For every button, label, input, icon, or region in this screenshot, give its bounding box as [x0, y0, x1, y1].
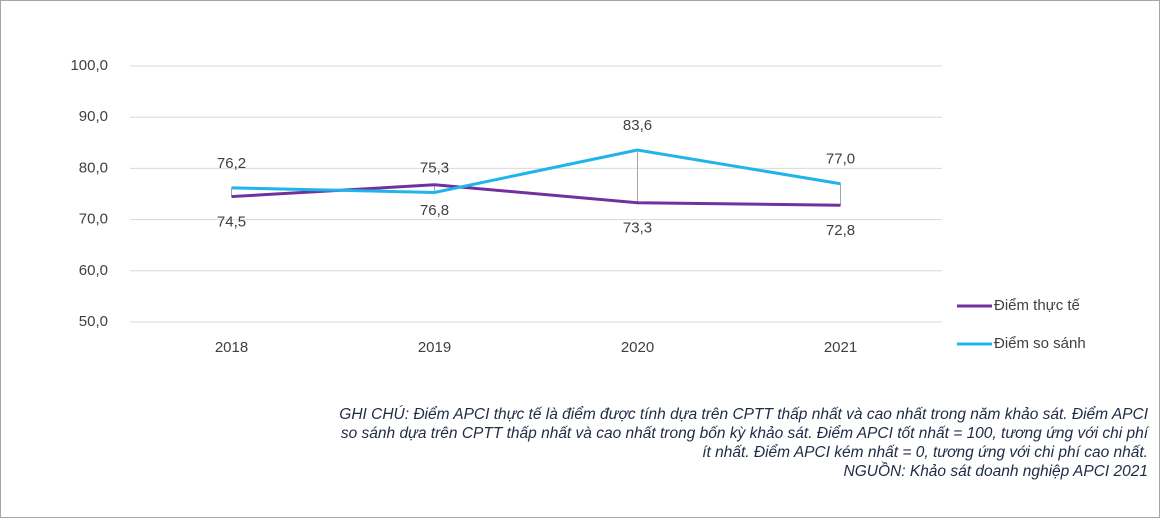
x-tick-label: 2019 [418, 339, 451, 356]
note-line: GHI CHÚ: Điểm APCI thực tế là điểm được … [339, 406, 1148, 423]
x-tick-label: 2020 [621, 339, 654, 356]
y-tick-label: 90,0 [79, 108, 108, 125]
y-tick-label: 50,0 [79, 313, 108, 330]
legend-label: Điểm so sánh [994, 335, 1086, 352]
note-line: ít nhất. Điểm APCI kém nhất = 0, tương ứ… [702, 444, 1148, 461]
source: NGUỒN: Khảo sát doanh nghiệp APCI 2021 [844, 462, 1148, 480]
value-label: 76,2 [217, 155, 246, 172]
x-tick-label: 2018 [215, 339, 248, 356]
value-label: 76,8 [420, 202, 449, 219]
value-label: 83,6 [623, 117, 652, 134]
y-tick-label: 100,0 [70, 57, 108, 74]
legend-label: Điểm thực tế [994, 297, 1081, 314]
y-tick-label: 70,0 [79, 211, 108, 228]
value-label: 73,3 [623, 220, 652, 237]
note-line: so sánh dựa trên CPTT thấp nhất và cao n… [341, 425, 1150, 442]
x-tick-label: 2021 [824, 339, 857, 356]
value-label: 77,0 [826, 151, 855, 168]
value-label: 75,3 [420, 159, 449, 176]
value-label: 72,8 [826, 222, 855, 239]
value-label: 74,5 [217, 214, 246, 231]
y-tick-label: 80,0 [79, 159, 108, 176]
series-line [231, 148, 841, 194]
y-tick-label: 60,0 [79, 262, 108, 279]
